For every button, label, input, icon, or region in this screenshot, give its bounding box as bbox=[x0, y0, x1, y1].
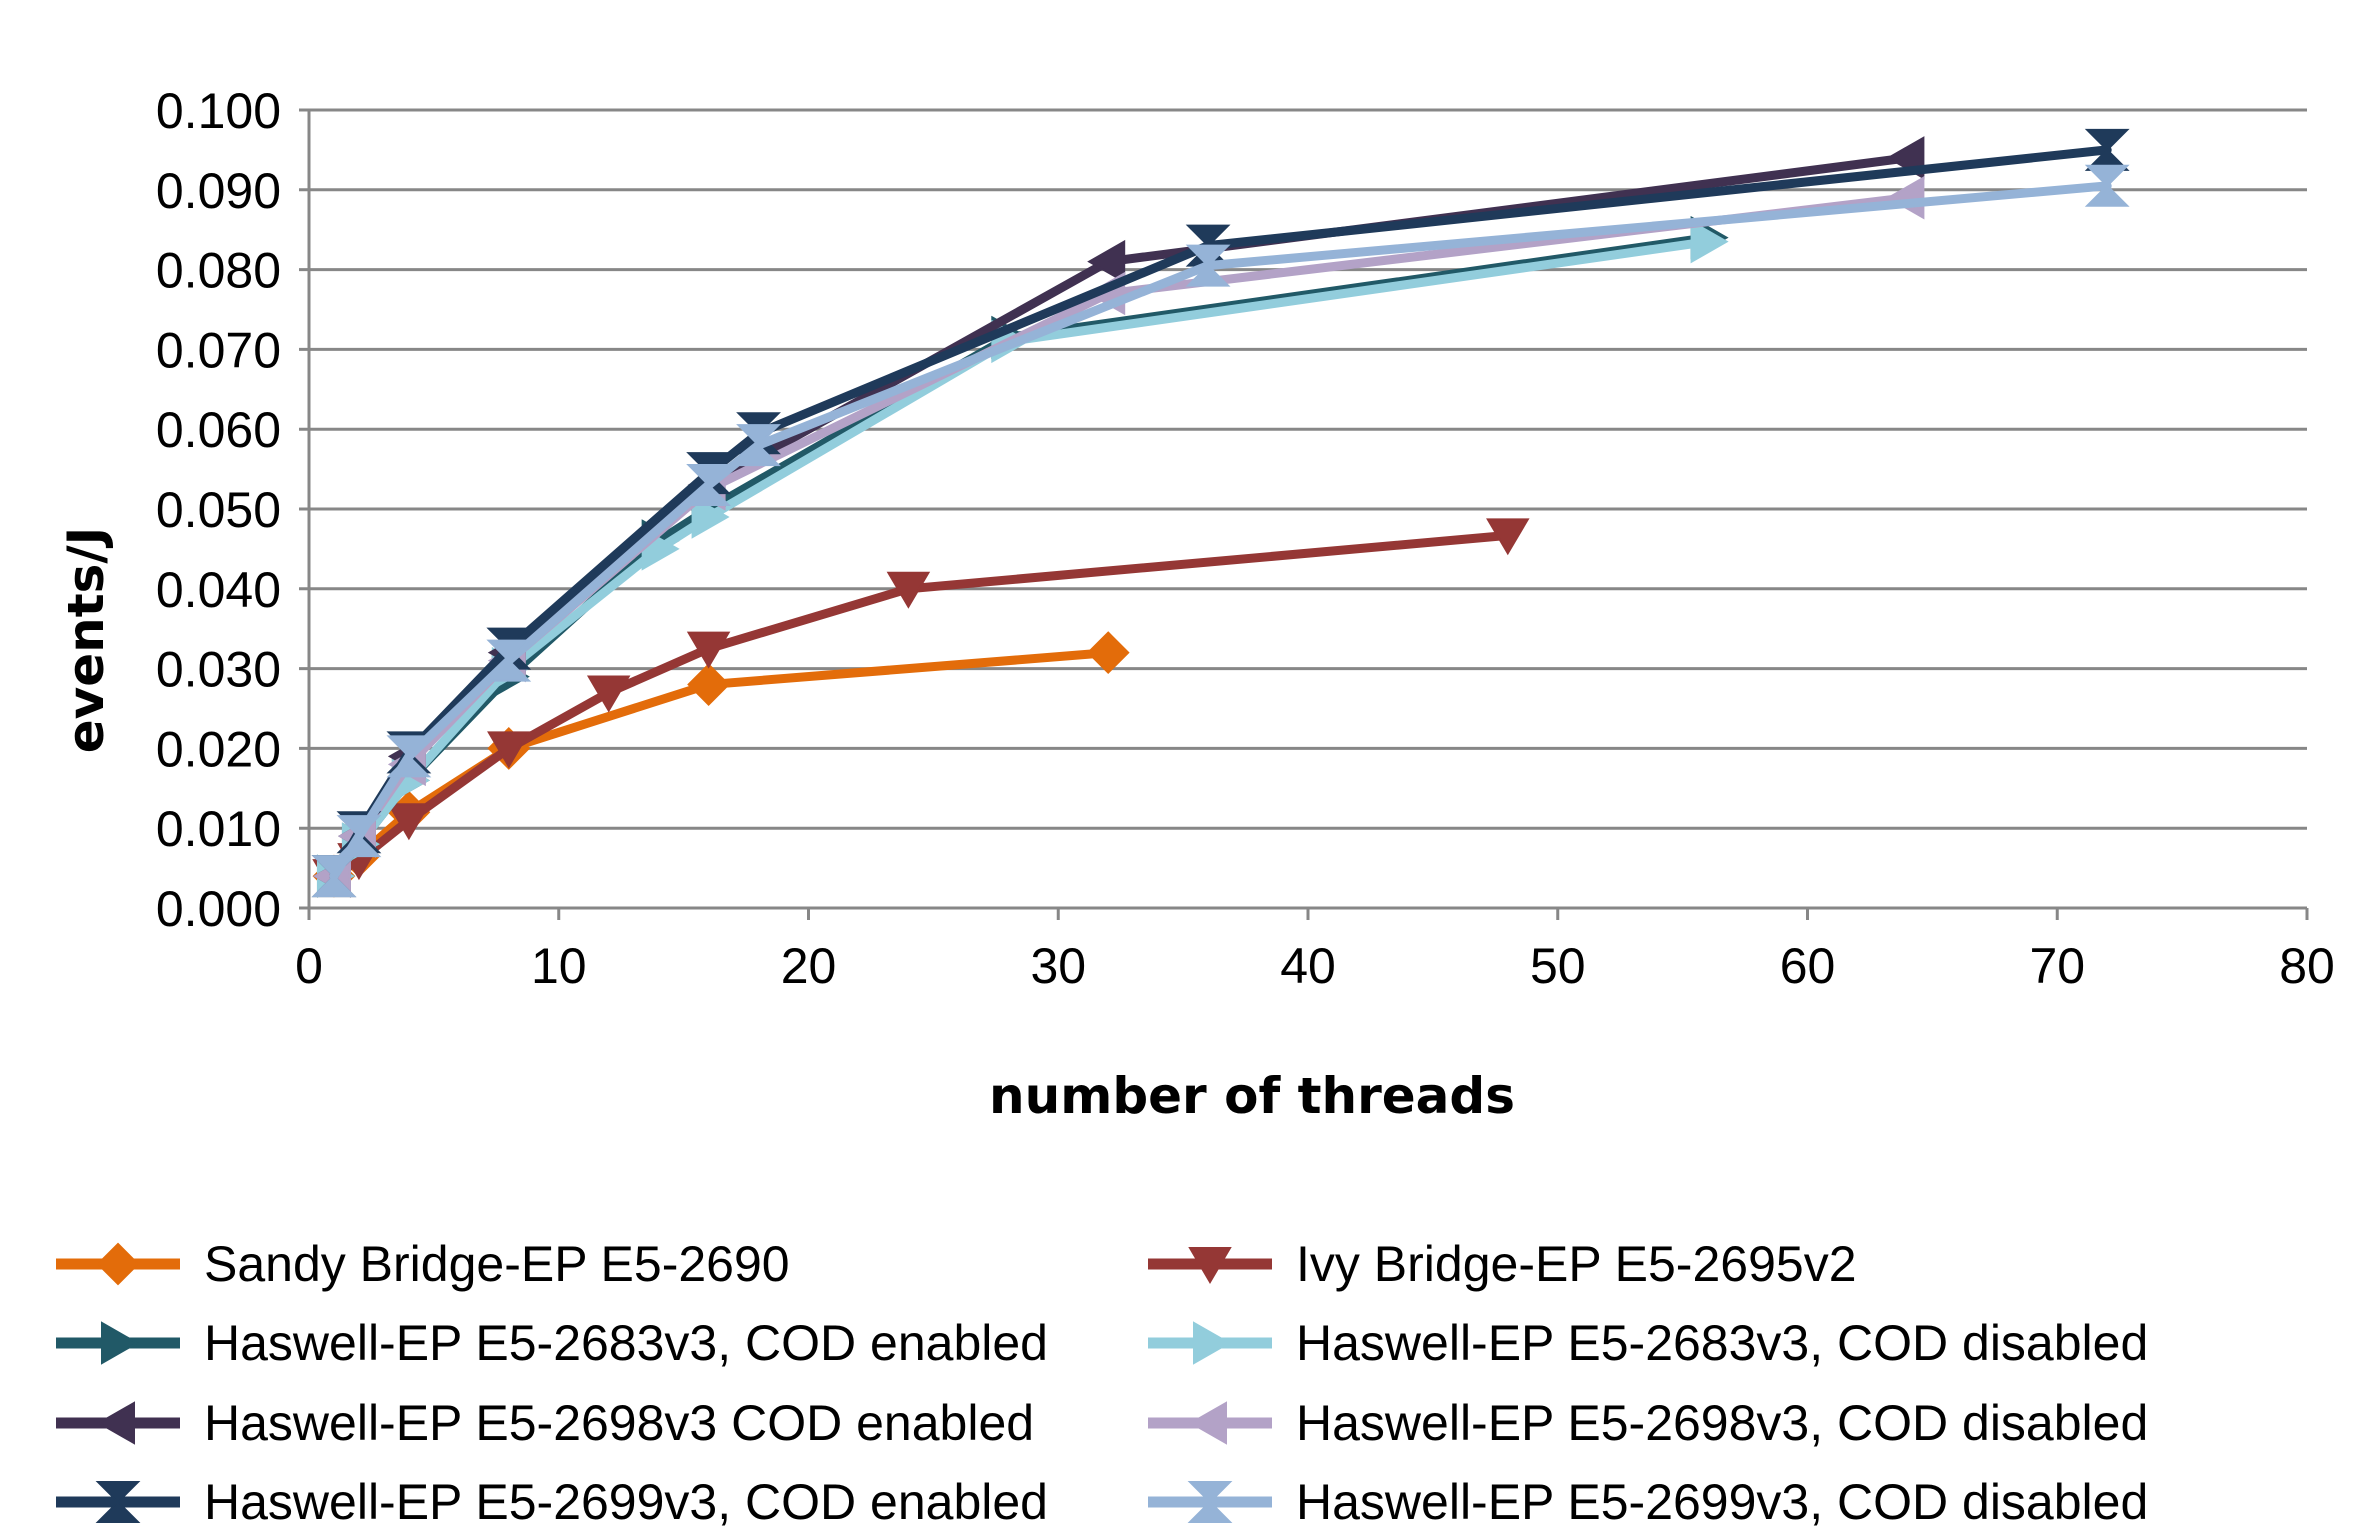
data-point bbox=[687, 663, 731, 706]
data-point bbox=[886, 571, 931, 609]
x-tick-label: 40 bbox=[1280, 938, 1336, 994]
y-tick-label: 0.100 bbox=[156, 83, 281, 139]
legend-label: Sandy Bridge-EP E5-2690 bbox=[204, 1236, 790, 1292]
legend-label: Haswell-EP E5-2683v3, COD disabled bbox=[1296, 1315, 2148, 1371]
x-tick-label: 50 bbox=[1530, 938, 1586, 994]
legend-item: Haswell-EP E5-2683v3, COD disabled bbox=[1148, 1315, 2148, 1371]
legend-swatch-marker bbox=[1193, 1321, 1232, 1365]
data-point bbox=[1185, 244, 1231, 287]
data-point bbox=[1886, 176, 1925, 220]
legend-item: Haswell-EP E5-2683v3, COD enabled bbox=[56, 1315, 1048, 1371]
y-axis-title: events/J bbox=[57, 527, 115, 754]
data-point bbox=[686, 464, 732, 507]
x-axis-title: number of threads bbox=[989, 1067, 1515, 1125]
axes bbox=[307, 110, 2309, 920]
series-2 bbox=[312, 518, 1530, 897]
y-tick-label: 0.080 bbox=[156, 243, 281, 299]
x-tick-label: 60 bbox=[1780, 938, 1836, 994]
y-tick-label: 0.060 bbox=[156, 402, 281, 458]
y-tick-label: 0.030 bbox=[156, 642, 281, 698]
grid-lines bbox=[299, 108, 2307, 910]
legend-item: Haswell-EP E5-2699v3, COD enabled bbox=[56, 1474, 1048, 1527]
data-point bbox=[487, 731, 531, 769]
x-tick-label: 0 bbox=[295, 938, 323, 994]
data-point bbox=[586, 675, 631, 713]
x-tick-label: 20 bbox=[781, 938, 837, 994]
series-group bbox=[311, 128, 2130, 898]
y-tick-label: 0.070 bbox=[156, 322, 281, 378]
legend: Sandy Bridge-EP E5-2690 Ivy Bridge-EP E5-… bbox=[56, 1236, 2148, 1527]
legend-item: Sandy Bridge-EP E5-2690 bbox=[56, 1236, 790, 1292]
legend-item: Ivy Bridge-EP E5-2695v2 bbox=[1148, 1236, 1857, 1292]
legend-label: Haswell-EP E5-2698v3 COD enabled bbox=[204, 1395, 1034, 1451]
y-axis-ticks: 0.000 0.010 0.020 0.030 0.040 0.050 0.060 0.070… bbox=[156, 83, 281, 937]
data-point bbox=[691, 495, 730, 539]
data-point bbox=[1486, 518, 1530, 556]
series-8 bbox=[311, 164, 2130, 898]
legend-label: Haswell-EP E5-2698v3, COD disabled bbox=[1296, 1395, 2148, 1451]
data-point bbox=[1087, 239, 1126, 284]
y-tick-label: 0.010 bbox=[156, 801, 281, 857]
y-tick-label: 0.020 bbox=[156, 721, 281, 777]
legend-label: Haswell-EP E5-2683v3, COD enabled bbox=[204, 1315, 1048, 1371]
data-point bbox=[736, 424, 781, 467]
data-point bbox=[686, 631, 731, 669]
x-axis-ticks: 0 10 20 30 40 50 60 70 80 bbox=[295, 938, 2335, 994]
legend-swatch-marker bbox=[1188, 1247, 1232, 1284]
legend-swatch-marker bbox=[96, 1401, 135, 1445]
legend-label: Haswell-EP E5-2699v3, COD disabled bbox=[1296, 1474, 2148, 1527]
series-5 bbox=[312, 136, 1925, 898]
data-point bbox=[2084, 128, 2130, 171]
y-tick-label: 0.050 bbox=[156, 482, 281, 538]
x-tick-label: 30 bbox=[1030, 938, 1086, 994]
data-point bbox=[486, 639, 532, 682]
x-tick-label: 70 bbox=[2029, 938, 2085, 994]
legend-item: Haswell-EP E5-2698v3 COD enabled bbox=[56, 1395, 1034, 1451]
data-point bbox=[336, 815, 382, 858]
legend-swatch-marker bbox=[1188, 1401, 1227, 1445]
data-point bbox=[1690, 219, 1729, 264]
y-tick-label: 0.000 bbox=[156, 881, 281, 937]
legend-swatch-marker bbox=[101, 1321, 140, 1365]
legend-swatch-marker bbox=[96, 1242, 140, 1286]
data-point bbox=[387, 803, 431, 841]
data-point bbox=[1086, 631, 1130, 675]
series-line bbox=[329, 181, 2112, 881]
legend-label: Haswell-EP E5-2699v3, COD enabled bbox=[204, 1474, 1048, 1527]
data-point bbox=[2084, 164, 2130, 207]
data-point bbox=[386, 735, 432, 778]
y-tick-label: 0.090 bbox=[156, 163, 281, 219]
x-tick-label: 80 bbox=[2279, 938, 2335, 994]
legend-item: Haswell-EP E5-2698v3, COD disabled bbox=[1148, 1395, 2148, 1451]
legend-swatch-marker bbox=[95, 1481, 141, 1523]
legend-item: Haswell-EP E5-2699v3, COD disabled bbox=[1148, 1474, 2148, 1527]
legend-swatch-marker bbox=[1187, 1481, 1233, 1523]
series-1 bbox=[312, 631, 1130, 898]
x-tick-label: 10 bbox=[531, 938, 587, 994]
y-tick-label: 0.040 bbox=[156, 562, 281, 618]
legend-label: Ivy Bridge-EP E5-2695v2 bbox=[1296, 1236, 1857, 1292]
